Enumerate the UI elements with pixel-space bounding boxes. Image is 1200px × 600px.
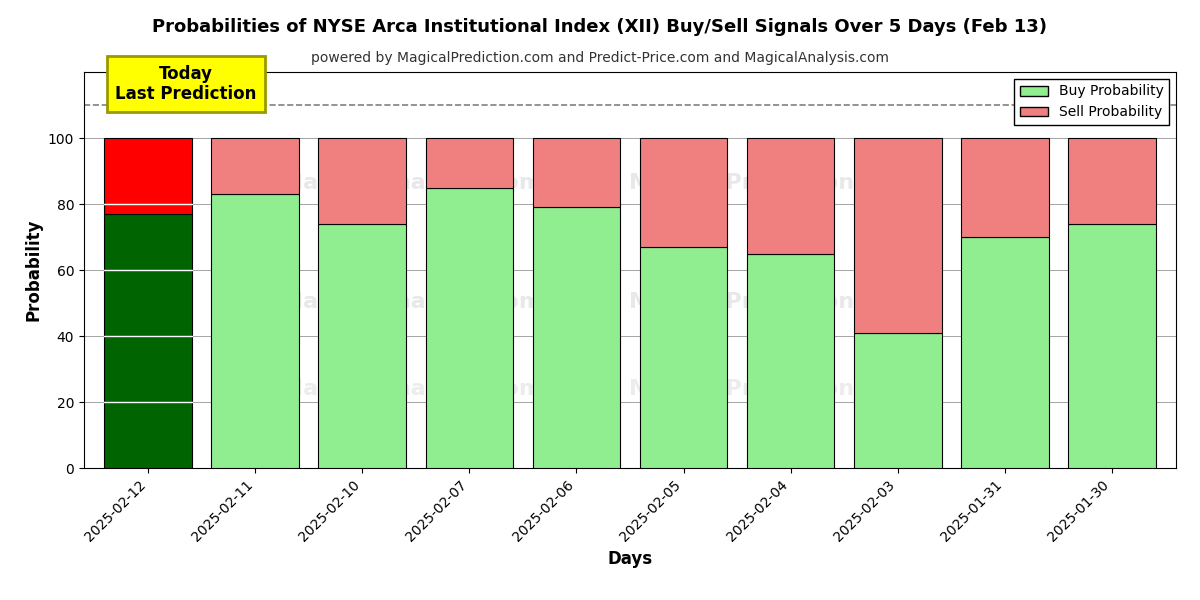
Bar [426, 138, 514, 187]
Bar [746, 138, 834, 253]
Text: MagicalAnalysis.com: MagicalAnalysis.com [281, 379, 542, 399]
Bar [853, 332, 942, 468]
Bar [318, 138, 407, 224]
Bar [533, 138, 620, 208]
Bar [426, 187, 514, 468]
Bar [746, 253, 834, 468]
Text: Probabilities of NYSE Arca Institutional Index (XII) Buy/Sell Signals Over 5 Day: Probabilities of NYSE Arca Institutional… [152, 18, 1048, 36]
Bar [211, 194, 299, 468]
Bar [853, 138, 942, 332]
Bar [961, 237, 1049, 468]
Bar [533, 208, 620, 468]
Bar [1068, 138, 1156, 224]
Text: MagicalPrediction.com: MagicalPrediction.com [629, 292, 914, 311]
Text: MagicalAnalysis.com: MagicalAnalysis.com [281, 292, 542, 311]
X-axis label: Days: Days [607, 550, 653, 568]
Bar [211, 138, 299, 194]
Legend: Buy Probability, Sell Probability: Buy Probability, Sell Probability [1014, 79, 1169, 125]
Bar [1068, 224, 1156, 468]
Bar [318, 224, 407, 468]
Y-axis label: Probability: Probability [24, 219, 42, 321]
Text: powered by MagicalPrediction.com and Predict-Price.com and MagicalAnalysis.com: powered by MagicalPrediction.com and Pre… [311, 51, 889, 65]
Text: MagicalAnalysis.com: MagicalAnalysis.com [281, 173, 542, 193]
Bar [104, 138, 192, 214]
Bar [104, 214, 192, 468]
Text: MagicalPrediction.com: MagicalPrediction.com [629, 173, 914, 193]
Bar [640, 138, 727, 247]
Bar [640, 247, 727, 468]
Text: MagicalPrediction.com: MagicalPrediction.com [629, 379, 914, 399]
Bar [961, 138, 1049, 237]
Text: Today
Last Prediction: Today Last Prediction [115, 65, 257, 103]
